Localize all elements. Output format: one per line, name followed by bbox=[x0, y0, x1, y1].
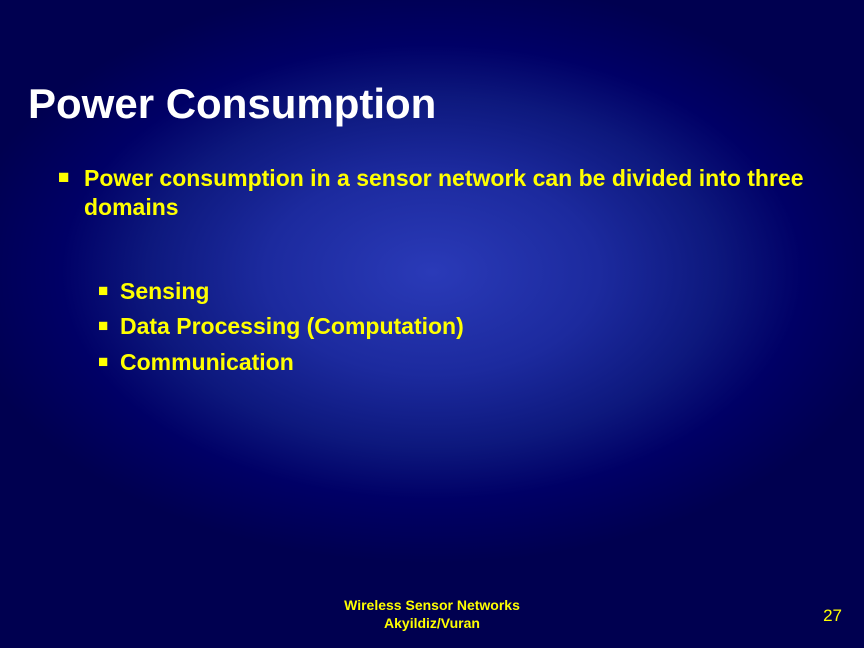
bullet-level2: ■ Communication bbox=[98, 345, 824, 381]
square-bullet-icon: ■ bbox=[58, 166, 69, 190]
slide-footer: Wireless Sensor Networks Akyildiz/Vuran bbox=[0, 597, 864, 632]
slide-title: Power Consumption bbox=[28, 80, 436, 128]
footer-line-2: Akyildiz/Vuran bbox=[0, 615, 864, 633]
subitems-container: ■ Sensing ■ Data Processing (Computation… bbox=[58, 274, 824, 381]
square-bullet-icon: ■ bbox=[98, 278, 108, 304]
subitem-text: Data Processing (Computation) bbox=[120, 313, 464, 339]
subitem-text: Communication bbox=[120, 349, 294, 375]
square-bullet-icon: ■ bbox=[98, 349, 108, 375]
bullet-level2: ■ Data Processing (Computation) bbox=[98, 309, 824, 345]
bullet-level2: ■ Sensing bbox=[98, 274, 824, 310]
square-bullet-icon: ■ bbox=[98, 313, 108, 339]
slide-body: ■ Power consumption in a sensor network … bbox=[58, 164, 824, 380]
slide: Power Consumption ■ Power consumption in… bbox=[0, 0, 864, 648]
main-point-text: Power consumption in a sensor network ca… bbox=[84, 165, 804, 220]
page-number: 27 bbox=[823, 606, 842, 626]
footer-line-1: Wireless Sensor Networks bbox=[0, 597, 864, 615]
subitem-text: Sensing bbox=[120, 278, 209, 304]
bullet-level1: ■ Power consumption in a sensor network … bbox=[58, 164, 824, 222]
